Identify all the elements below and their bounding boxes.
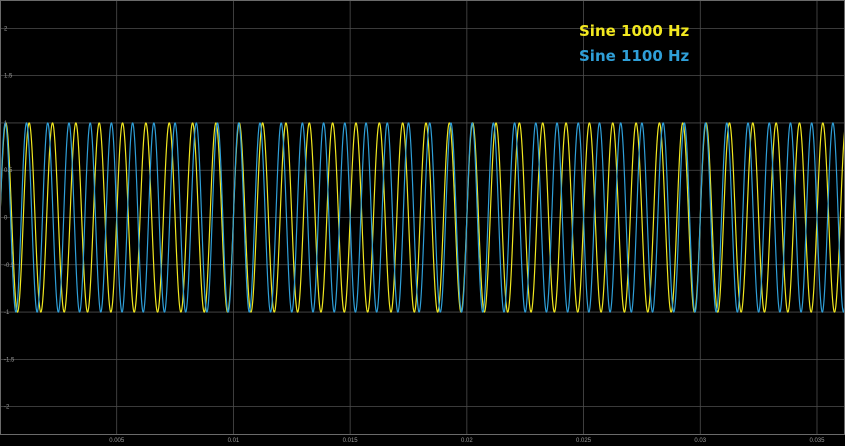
y-tick-label: 1 <box>4 121 8 127</box>
x-tick-label: 0.015 <box>343 438 359 444</box>
x-tick-label: 0.035 <box>809 438 825 444</box>
y-tick-label: 2 <box>4 26 8 32</box>
x-tick-label: 0.025 <box>576 438 592 444</box>
y-tick-label: -1.5 <box>4 357 15 363</box>
y-tick-label: -1 <box>4 310 10 316</box>
y-tick-label: -0.5 <box>4 263 15 269</box>
tick-layer: 0.005 0.01 0.015 0.02 0.025 0.03 0.035 2 1.5 1 0.5… <box>4 26 825 444</box>
x-tick-label: 0.02 <box>461 438 473 444</box>
x-tick-label: 0.005 <box>109 438 125 444</box>
x-tick-label: 0.03 <box>694 438 706 444</box>
series-line-1100hz <box>0 122 845 313</box>
legend-entry-sine-1100: Sine 1100 Hz <box>579 47 690 65</box>
y-tick-label: -2 <box>4 405 10 411</box>
x-tick-label: 0.01 <box>228 438 240 444</box>
y-tick-label: 0.5 <box>4 168 13 174</box>
y-tick-label: 0 <box>4 216 8 222</box>
y-tick-label: 1.5 <box>4 74 13 80</box>
legend: Sine 1000 Hz Sine 1100 Hz <box>579 22 690 65</box>
series-layer <box>0 122 845 313</box>
legend-entry-sine-1000: Sine 1000 Hz <box>579 22 690 40</box>
